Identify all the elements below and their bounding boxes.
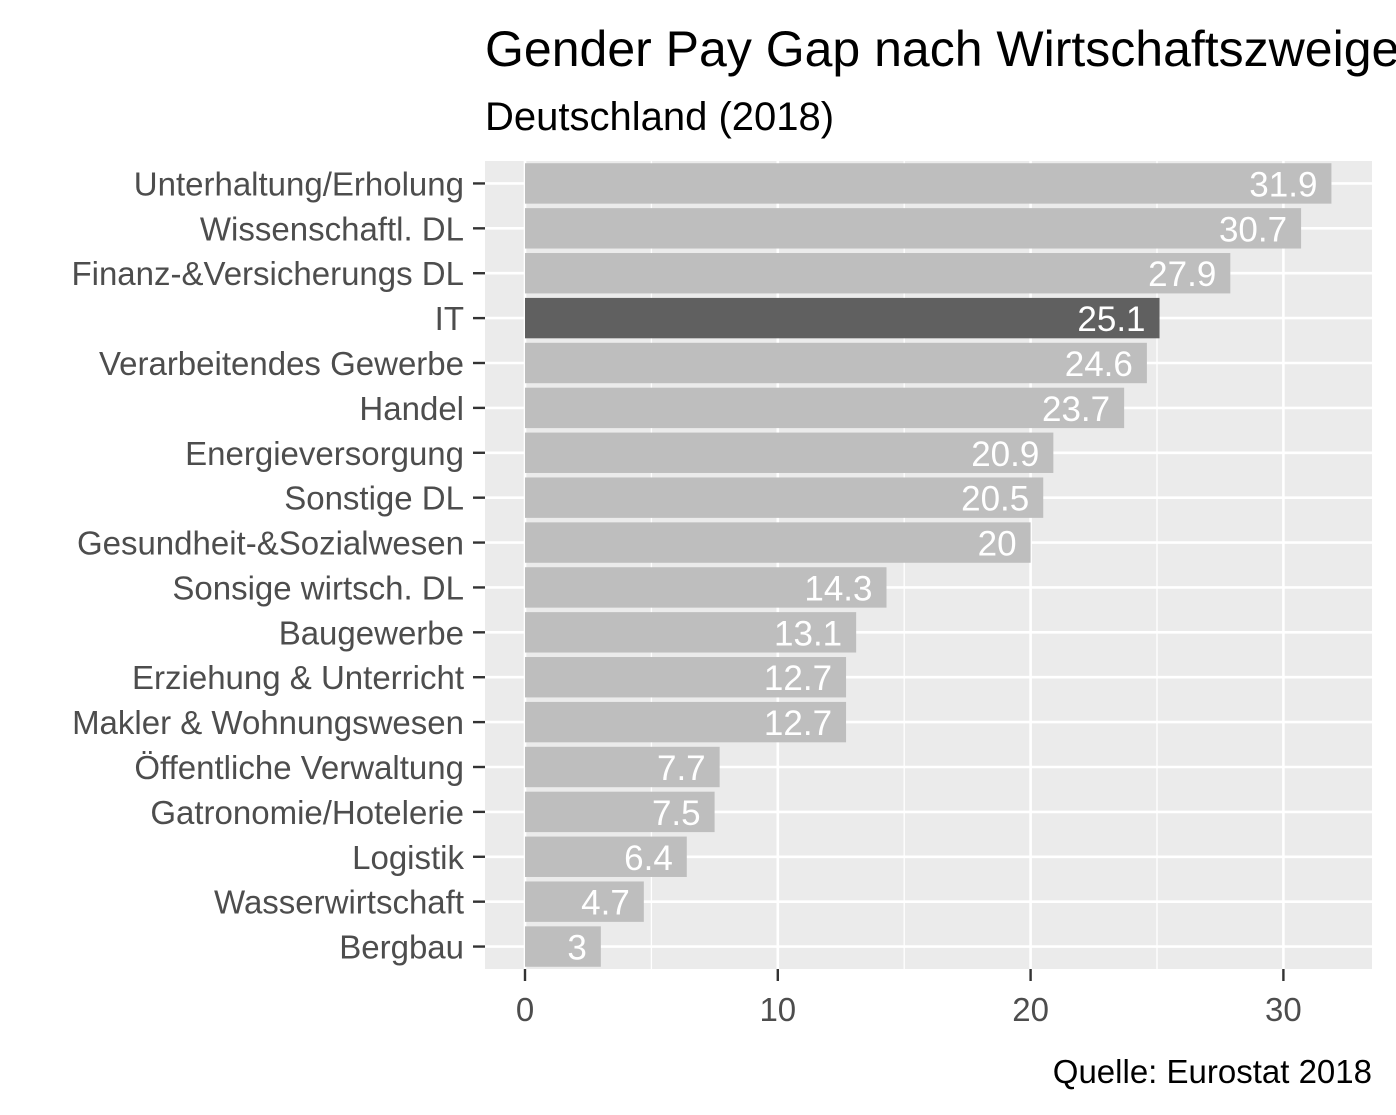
- bar-value-label: 27.9: [1148, 255, 1216, 294]
- y-tick-label: Verarbeitendes Gewerbe: [99, 345, 464, 382]
- y-tick-label: Sonsige wirtsch. DL: [172, 569, 464, 606]
- y-tick-label: IT: [435, 300, 464, 337]
- x-tick-label: 0: [516, 991, 534, 1028]
- bar: [525, 657, 847, 698]
- bar: [525, 342, 1147, 384]
- x-tick-label: 30: [1265, 991, 1302, 1028]
- y-tick-label: Finanz-&Versicherungs DL: [71, 255, 464, 292]
- y-tick-label: Logistik: [352, 839, 464, 876]
- bar-value-label: 12.7: [764, 704, 832, 743]
- y-tick-label: Unterhaltung/Erholung: [134, 165, 464, 202]
- y-tick-label: Öffentliche Verwaltung: [134, 749, 464, 786]
- bar-value-label: 20: [978, 525, 1017, 564]
- bar: [525, 701, 847, 743]
- bar-value-label: 30.7: [1219, 210, 1287, 249]
- y-tick-label: Energieversorgung: [185, 435, 464, 472]
- bar: [525, 791, 715, 833]
- bar: [525, 746, 720, 788]
- y-tick-label: Bergbau: [339, 929, 464, 966]
- bar-value-label: 24.6: [1065, 345, 1133, 384]
- x-tick-label: 20: [1012, 991, 1049, 1028]
- bar: [525, 926, 601, 967]
- y-tick-label: Gatronomie/Hotelerie: [150, 794, 464, 831]
- bar-value-label: 14.3: [804, 569, 872, 608]
- bar-value-label: 12.7: [764, 659, 832, 698]
- bar-value-label: 6.4: [624, 839, 673, 878]
- bar-value-label: 23.7: [1042, 390, 1110, 429]
- bar: [525, 477, 1044, 518]
- bar: [525, 836, 687, 877]
- chart-subtitle: Deutschland (2018): [485, 95, 834, 139]
- bar-value-label: 7.5: [652, 794, 701, 833]
- bar-value-label: 7.7: [657, 749, 706, 788]
- chart-title: Gender Pay Gap nach Wirtschaftszweigen: [485, 21, 1396, 77]
- bar: [525, 208, 1302, 249]
- bar: [525, 432, 1054, 473]
- y-tick-label: Erziehung & Unterricht: [132, 659, 464, 696]
- bar-value-labels: 31.9 30.727.925.1 24.6 23.720.9 20.5 20 14.3 13…: [567, 165, 1317, 967]
- bar: [525, 163, 1332, 204]
- bar-value-label: 20.9: [971, 435, 1039, 474]
- bar: [525, 522, 1031, 563]
- bar: [525, 881, 644, 922]
- y-tick-label: Sonstige DL: [284, 480, 464, 517]
- bars: [525, 163, 1332, 967]
- y-tick-label: Handel: [359, 390, 464, 427]
- bar: [525, 297, 1160, 339]
- y-tick-label: Wasserwirtschaft: [214, 884, 464, 921]
- bar-value-label: 20.5: [961, 480, 1029, 519]
- bar: [525, 387, 1125, 429]
- chart-caption: Quelle: Eurostat 2018: [1053, 1053, 1372, 1090]
- y-tick-label: Gesundheit-&Sozialwesen: [77, 525, 464, 562]
- bar-value-label: 4.7: [581, 884, 630, 923]
- x-tick-label: 10: [759, 991, 796, 1028]
- bar: [525, 612, 857, 653]
- bar-value-label: 25.1: [1077, 300, 1145, 339]
- y-tick-label: Wissenschaftl. DL: [200, 210, 464, 247]
- bar-value-label: 13.1: [774, 614, 842, 653]
- plot-panel: [485, 161, 1372, 969]
- x-axis: 0 10 20 30: [516, 969, 1302, 1028]
- y-tick-label: Baugewerbe: [279, 614, 464, 651]
- bar-value-label: 31.9: [1249, 165, 1317, 204]
- bar: [525, 567, 887, 608]
- y-tick-label: Makler & Wohnungswesen: [72, 704, 464, 741]
- y-axis: Unterhaltung/Erholung Wissenschaftl. DL Fi…: [71, 165, 485, 966]
- bar: [525, 253, 1231, 294]
- bar-value-label: 3: [567, 929, 586, 968]
